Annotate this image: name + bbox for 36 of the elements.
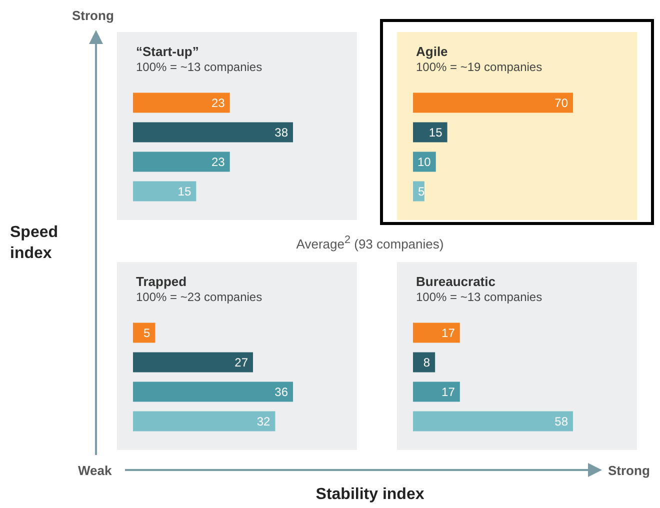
text: Strong bbox=[72, 8, 114, 23]
chart-subtitle: 100% = ~13 companies bbox=[136, 60, 262, 74]
text: Weak bbox=[78, 463, 112, 478]
chart-subtitle: 100% = ~19 companies bbox=[416, 60, 542, 74]
chart-title: Trapped bbox=[136, 274, 187, 289]
bar bbox=[133, 382, 293, 402]
data-label: 15 bbox=[428, 125, 443, 140]
data-label: 5 bbox=[418, 184, 425, 198]
bar bbox=[413, 122, 448, 142]
bar bbox=[133, 322, 156, 343]
data-label: 27 bbox=[234, 355, 248, 370]
text: Speed index bbox=[10, 223, 60, 264]
data-label: 58 bbox=[554, 414, 568, 428]
data-label: 70 bbox=[554, 96, 568, 110]
text: Strong bbox=[608, 463, 650, 478]
data-label: 36 bbox=[274, 384, 288, 399]
data-label: 5 bbox=[144, 326, 151, 340]
data-label: 8 bbox=[423, 355, 430, 370]
data-label: 10 bbox=[418, 154, 432, 169]
data-label: 32 bbox=[256, 414, 271, 428]
text: Stability index bbox=[314, 486, 426, 504]
data-label: 38 bbox=[274, 125, 288, 140]
chart-subtitle: 100% = ~23 companies bbox=[136, 290, 262, 304]
bar bbox=[413, 92, 573, 113]
chart-title: Agile bbox=[416, 44, 448, 59]
data-label: 23 bbox=[211, 154, 226, 169]
chart-title: Bureaucratic bbox=[416, 274, 496, 289]
bar bbox=[133, 411, 276, 432]
text: Average$^{2}$ (93 companies) bbox=[295, 234, 445, 252]
chart-title: “Start-up” bbox=[136, 44, 199, 59]
data-label: 17 bbox=[442, 326, 456, 340]
data-label: 23 bbox=[211, 96, 226, 110]
data-label: 17 bbox=[442, 384, 456, 399]
chart-subtitle: 100% = ~13 companies bbox=[416, 290, 542, 304]
bar bbox=[133, 352, 253, 372]
data-label: 15 bbox=[178, 184, 192, 198]
